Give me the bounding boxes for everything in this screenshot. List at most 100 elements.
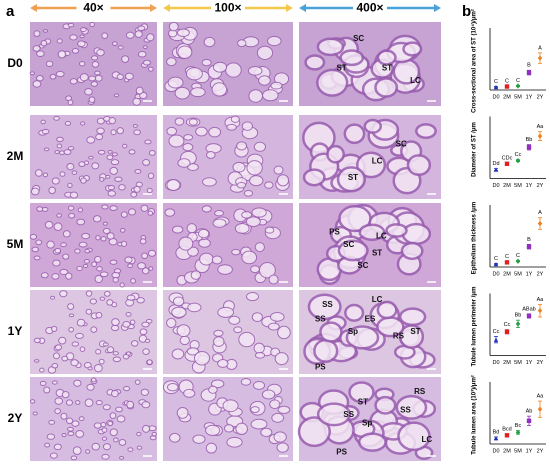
tubule [274,352,289,366]
tubule [113,93,120,98]
significance-label: Cc [493,329,500,335]
tubule [169,432,181,443]
significance-label: Cc [504,322,511,328]
tubule [139,328,148,336]
tubule [67,146,75,151]
tubule [348,381,375,404]
tubule [125,351,132,356]
tubule [139,238,147,245]
tubule [253,141,266,152]
header-bg [76,1,111,15]
tubule [319,321,343,343]
tubule [120,240,128,247]
tubule [142,159,151,166]
tubule [385,223,408,238]
tubule [53,222,63,231]
tubule [78,241,88,248]
tubule [45,60,54,68]
tubule [55,70,65,78]
tubule [59,171,66,177]
tubule [237,39,247,48]
tubule [59,290,68,298]
tubule [32,411,38,416]
image-annotation: SC [353,34,364,43]
tubule [106,299,114,306]
tubule [176,406,189,419]
tubule [210,379,225,389]
tubule [151,431,157,437]
tubule [142,424,151,433]
tubule [56,143,63,149]
point [504,260,510,265]
tubule [94,255,102,263]
tubule [106,346,115,354]
tubule [31,246,40,253]
tubule [236,181,247,189]
tubule [147,172,155,179]
tubule [99,296,106,301]
tubule [75,332,84,339]
tubule [54,247,62,254]
tubule [54,397,64,405]
tubule [374,77,399,98]
tubule [61,391,70,399]
tubule [94,274,103,284]
point [493,167,499,172]
point [515,258,521,264]
tubule [106,154,114,161]
tubule [171,306,187,318]
tubule [167,76,184,89]
tubule [67,205,75,211]
tubule [400,241,424,261]
image-annotation: SS [322,300,333,309]
significance-label: A [538,210,542,216]
tubule [126,294,136,301]
tubule [357,432,387,452]
tubule [261,389,276,400]
tubule [190,270,202,280]
significance-label: Aa [537,394,545,400]
tubule [77,207,83,213]
point [493,84,499,90]
tubule [54,408,62,415]
tubule [137,25,146,32]
tubule [60,242,67,248]
tubule [201,205,212,213]
significance-label: C [494,79,498,85]
tubule [84,398,94,407]
tubule [171,348,185,360]
tubule [111,318,120,326]
tubule [258,75,271,86]
tubule [201,58,212,67]
significance-label: Aa [537,297,545,303]
image-annotation: ST [358,397,368,406]
tubule [73,379,82,387]
tubule [90,326,98,333]
tubule [406,154,432,177]
x-tick-label: 2Y [537,448,544,454]
tubule [141,267,150,275]
tubule [111,152,118,157]
tubule [269,399,281,410]
tubule [339,49,365,67]
arrow-head [286,4,293,12]
tubule [48,419,56,425]
point [493,261,499,267]
tubule [102,342,109,347]
tubule [130,191,138,198]
tubule [54,344,63,351]
tubule [89,21,95,28]
tubule [72,446,82,455]
tubule [34,169,43,177]
tubule [76,265,83,272]
tubule [85,290,93,297]
tubule [119,282,125,288]
tubule [213,336,225,347]
tubule [374,395,397,415]
tubule [107,185,115,191]
tubule [213,329,224,337]
tubule [241,250,258,265]
tubule [56,38,63,44]
tubule [179,335,190,346]
tubule [67,99,74,106]
